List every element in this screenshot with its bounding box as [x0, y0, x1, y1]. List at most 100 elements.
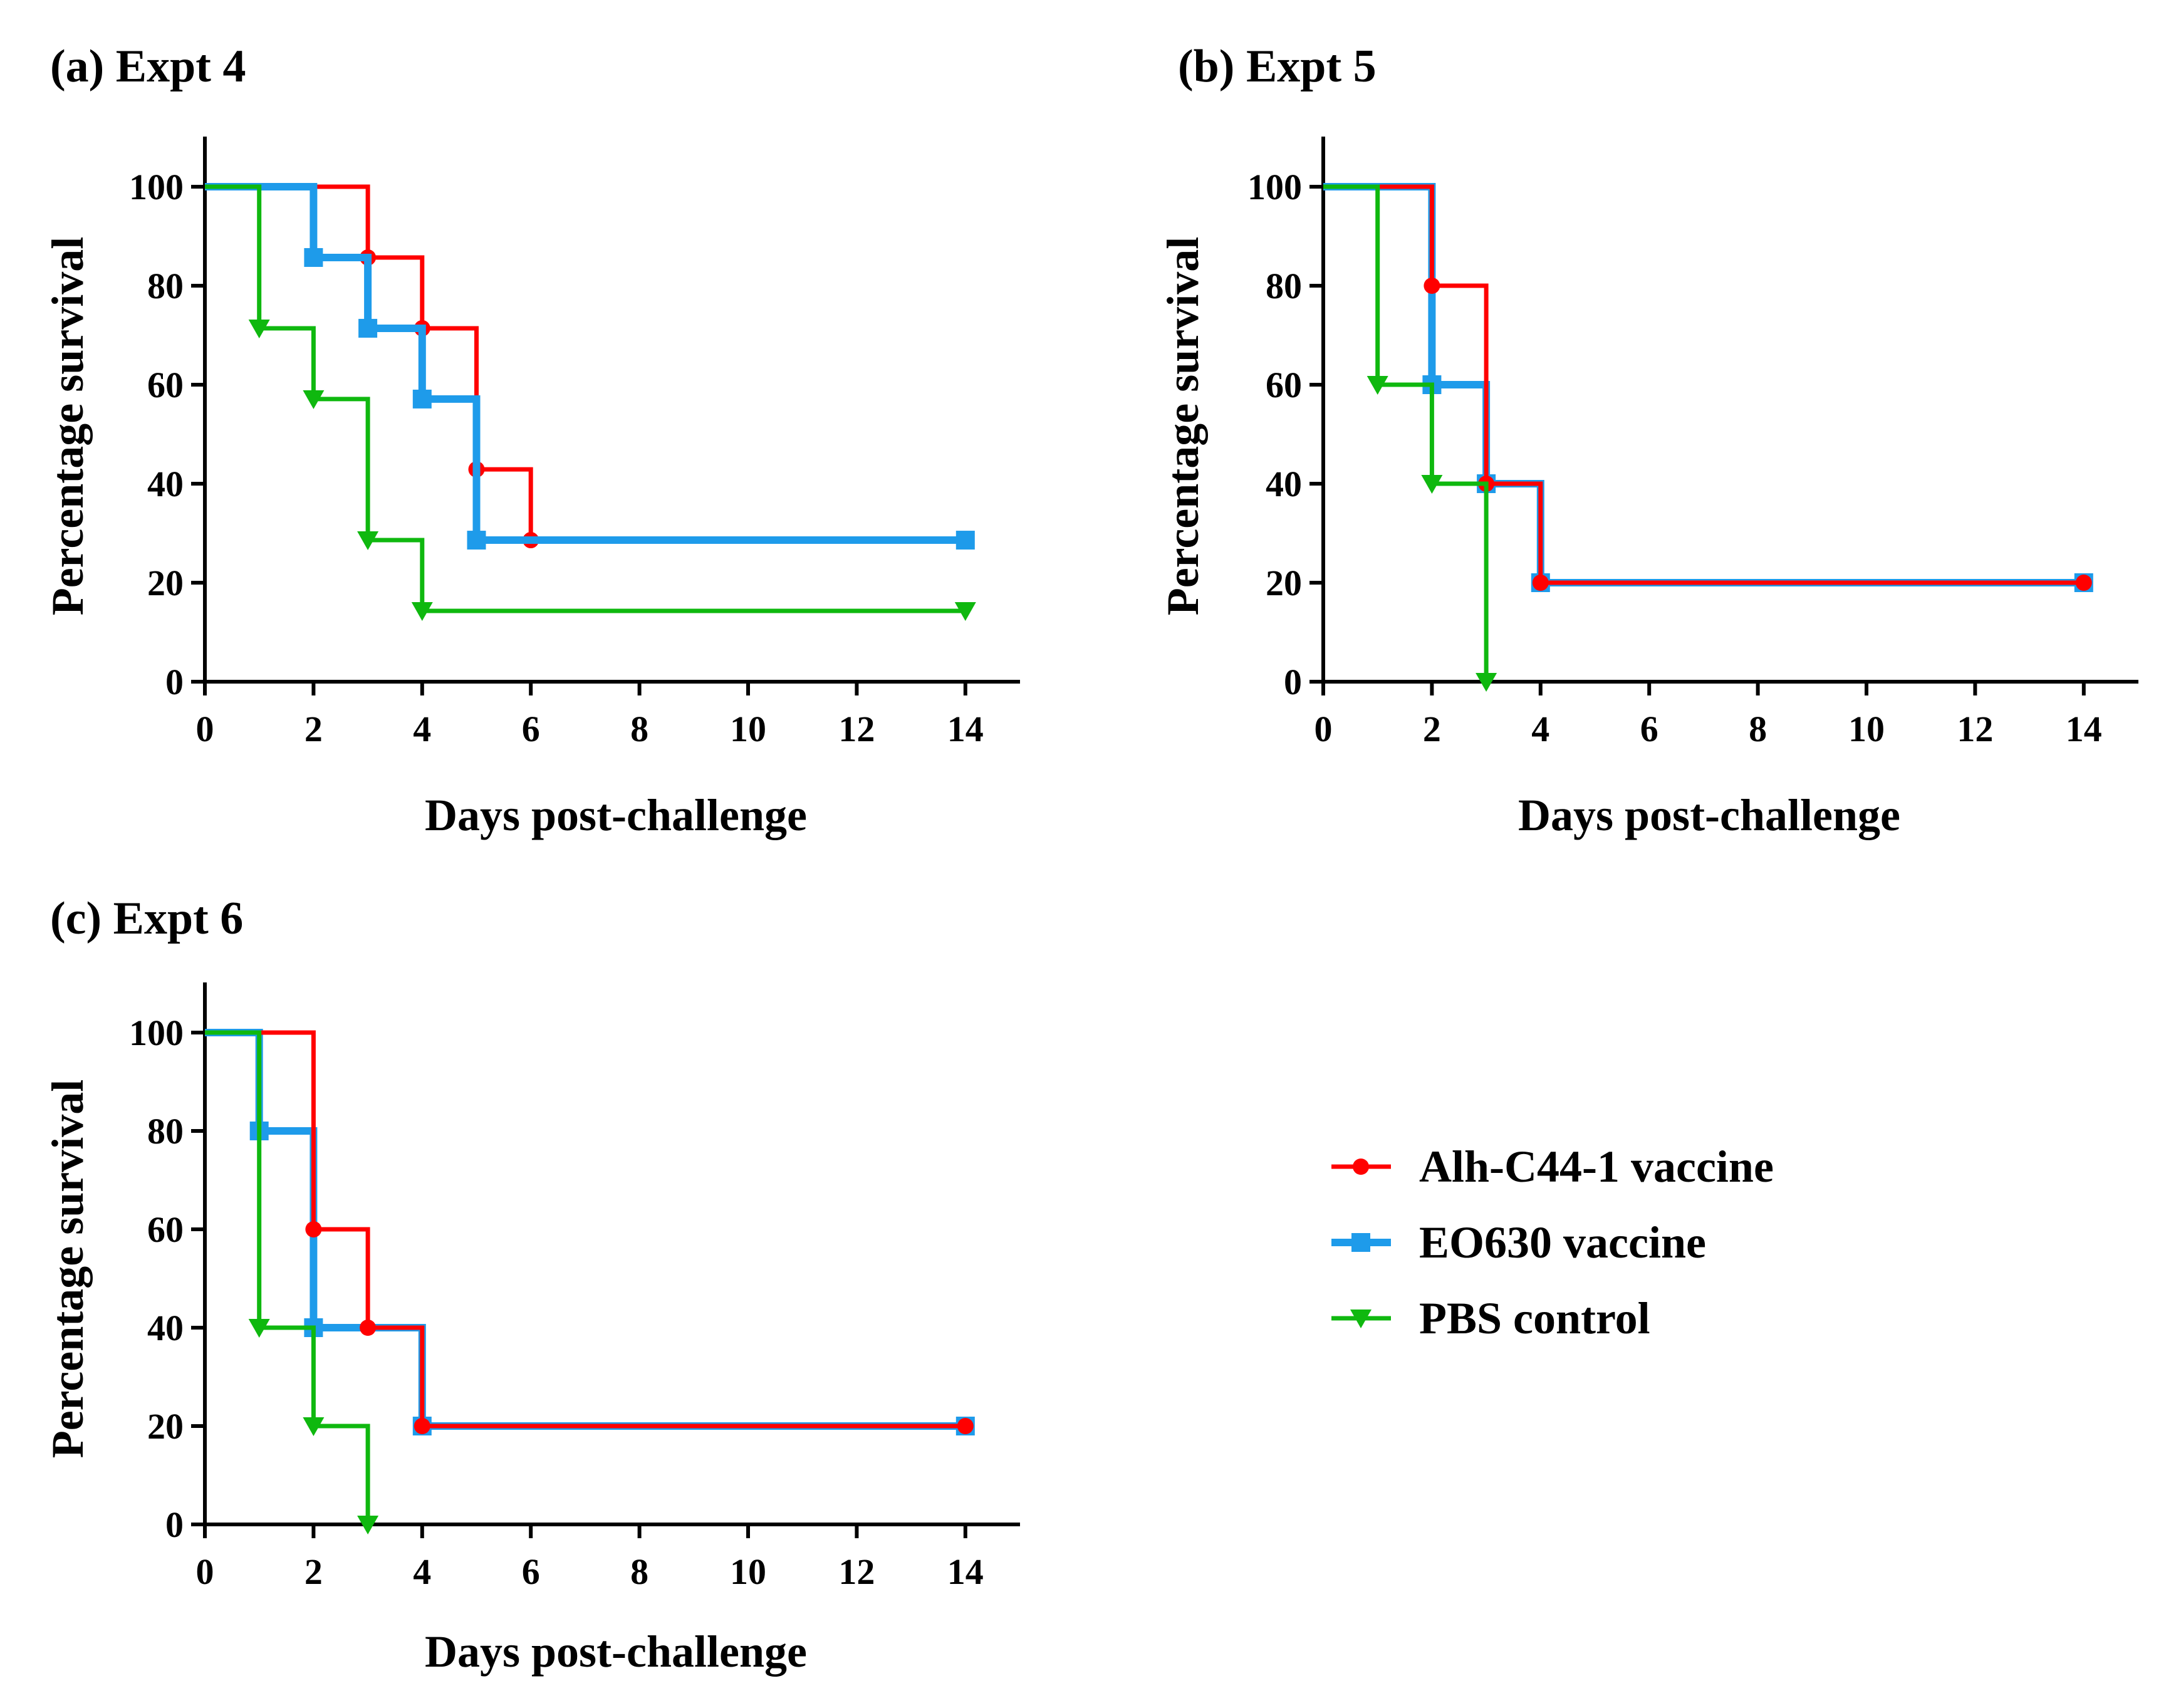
legend-item-alh: Alh-C44-1 vaccine — [1331, 1142, 1774, 1192]
y-axis-label: Percentage survival — [43, 1080, 93, 1459]
y-tick-label: 20 — [147, 563, 184, 603]
data-point-pbs — [248, 319, 270, 338]
x-tick-label: 14 — [2066, 709, 2102, 749]
data-point-alh — [414, 1418, 430, 1434]
y-tick-label: 80 — [1266, 266, 1302, 306]
x-tick-label: 0 — [196, 709, 214, 749]
data-point-pbs — [357, 531, 379, 551]
y-tick-label: 40 — [147, 464, 184, 504]
data-point-pbs — [357, 1516, 379, 1534]
x-tick-label: 2 — [305, 1551, 323, 1592]
y-tick-label: 100 — [129, 1013, 184, 1053]
legend-marker-alh — [1353, 1159, 1369, 1175]
x-tick-label: 6 — [522, 709, 540, 749]
x-tick-label: 12 — [1957, 709, 1993, 749]
x-tick-label: 12 — [838, 709, 875, 749]
x-tick-label: 8 — [630, 1551, 648, 1592]
series-line-alh — [205, 1030, 966, 1429]
legend-item-eo: EO630 vaccine — [1331, 1217, 1706, 1268]
series-line-pbs — [205, 184, 966, 613]
series-line-eo — [205, 183, 966, 544]
x-tick-label: 14 — [947, 709, 984, 749]
legend-swatch-marker — [1350, 1310, 1372, 1328]
series-line-alh — [205, 184, 966, 543]
data-point-pbs — [248, 1319, 270, 1338]
x-tick-label: 4 — [1531, 709, 1549, 749]
x-tick-label: 0 — [196, 1551, 214, 1592]
y-tick-label: 100 — [129, 167, 184, 207]
x-tick-label: 6 — [1640, 709, 1658, 749]
series-line-pbs — [205, 1030, 370, 1524]
series-line-alh — [1323, 184, 2084, 585]
x-tick-label: 4 — [413, 709, 431, 749]
y-tick-label: 80 — [147, 266, 184, 306]
x-tick-label: 10 — [730, 1551, 766, 1592]
data-point-eo — [358, 318, 378, 338]
panel-title: (a) Expt 4 — [50, 41, 246, 92]
y-axis-label: Percentage survival — [43, 237, 93, 616]
data-point-pbs — [411, 602, 433, 622]
y-tick-label: 100 — [1247, 167, 1302, 207]
legend-marker-pbs — [1350, 1310, 1372, 1328]
y-tick-label: 0 — [165, 662, 184, 702]
data-point-pbs — [1421, 475, 1443, 494]
data-point-eo — [467, 531, 486, 550]
legend-label: EO630 vaccine — [1419, 1217, 1706, 1268]
data-point-pbs — [1476, 673, 1497, 692]
plot-area: 0 20 40 60 80 100 0 2 4 6 8 10 12 14 — [1247, 137, 2138, 749]
x-tick-label: 6 — [522, 1551, 540, 1592]
legend-swatch-marker — [1353, 1159, 1369, 1175]
legend-marker-eo — [1351, 1233, 1370, 1252]
data-point-alh — [1532, 575, 1549, 591]
data-point-alh — [1424, 278, 1440, 294]
data-point-pbs — [303, 390, 325, 409]
y-tick-label: 60 — [147, 365, 184, 405]
legend-swatch-marker — [1351, 1233, 1370, 1252]
panel-expt-4: (a) Expt 4 Percentage survival Days post… — [43, 41, 1020, 840]
x-axis-label: Days post-challenge — [1518, 790, 1900, 840]
y-tick-label: 80 — [147, 1111, 184, 1152]
panel-expt-6: (c) Expt 6 Percentage survival Days post… — [43, 893, 1020, 1677]
data-point-eo — [304, 247, 323, 267]
data-point-alh — [360, 1320, 377, 1336]
panel-title: (b) Expt 5 — [1178, 41, 1377, 92]
x-tick-label: 10 — [730, 709, 766, 749]
x-axis-label: Days post-challenge — [425, 790, 807, 840]
y-tick-label: 20 — [1266, 563, 1302, 603]
legend-label: Alh-C44-1 vaccine — [1419, 1142, 1774, 1192]
x-tick-label: 10 — [1848, 709, 1885, 749]
y-tick-label: 40 — [1266, 464, 1302, 504]
legend: Alh-C44-1 vaccine EO630 vaccine PBS cont… — [1331, 1142, 1774, 1343]
x-axis-label: Days post-challenge — [425, 1627, 807, 1677]
y-tick-label: 0 — [165, 1504, 184, 1545]
y-tick-label: 40 — [147, 1308, 184, 1348]
y-axis-label: Percentage survival — [1158, 237, 1208, 616]
x-tick-label: 12 — [838, 1551, 875, 1592]
x-tick-label: 0 — [1314, 709, 1333, 749]
series-line-pbs — [1323, 184, 1489, 682]
plot-area: 0 20 40 60 80 100 0 2 4 6 8 10 12 14 — [129, 137, 1020, 749]
y-tick-label: 20 — [147, 1406, 184, 1447]
panel-expt-5: (b) Expt 5 Percentage survival Days post… — [1158, 41, 2138, 840]
data-point-eo — [955, 531, 975, 550]
data-point-alh — [305, 1221, 322, 1237]
x-tick-label: 8 — [1749, 709, 1767, 749]
plot-area: 0 20 40 60 80 100 0 2 4 6 8 10 12 14 — [129, 982, 1020, 1592]
panel-title: (c) Expt 6 — [50, 893, 243, 944]
y-tick-label: 60 — [1266, 365, 1302, 405]
data-point-alh — [2075, 575, 2092, 591]
data-point-pbs — [303, 1417, 325, 1436]
data-point-eo — [412, 389, 432, 409]
y-tick-label: 0 — [1284, 662, 1302, 702]
legend-item-pbs: PBS control — [1331, 1293, 1650, 1343]
y-tick-label: 60 — [147, 1209, 184, 1250]
legend-label: PBS control — [1419, 1293, 1650, 1343]
data-point-pbs — [954, 602, 976, 622]
x-tick-label: 8 — [630, 709, 648, 749]
data-point-alh — [957, 1418, 974, 1434]
x-tick-label: 2 — [1423, 709, 1441, 749]
x-tick-label: 4 — [413, 1551, 431, 1592]
x-tick-label: 14 — [947, 1551, 984, 1592]
x-tick-label: 2 — [305, 709, 323, 749]
